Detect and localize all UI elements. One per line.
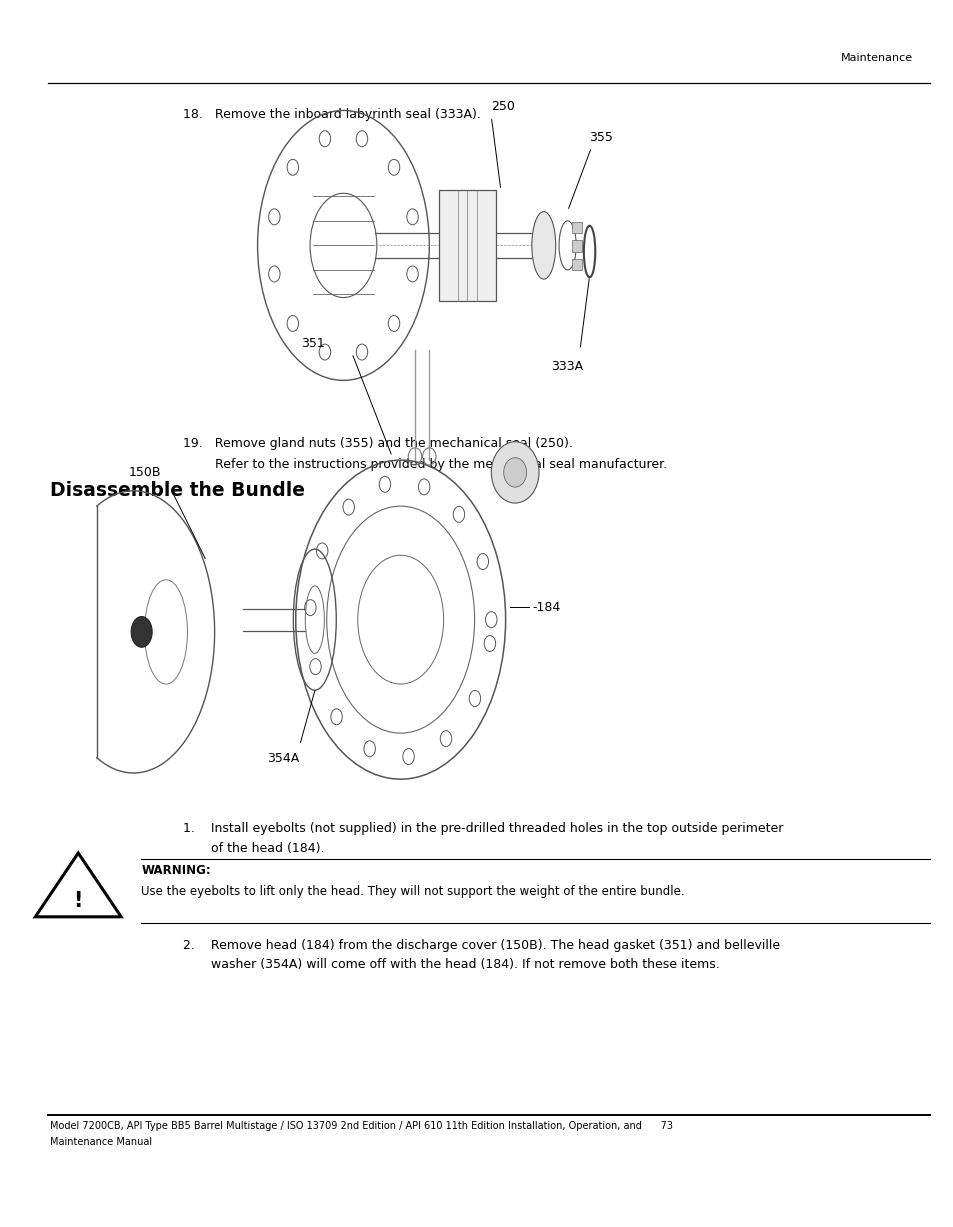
Ellipse shape <box>131 616 152 648</box>
Text: of the head (184).: of the head (184). <box>183 842 324 855</box>
Text: 150B: 150B <box>129 465 161 479</box>
Text: !: ! <box>73 891 83 910</box>
FancyBboxPatch shape <box>572 240 581 252</box>
Text: 333A: 333A <box>551 360 583 373</box>
Text: Model 7200CB, API Type BB5 Barrel Multistage / ISO 13709 2nd Edition / API 610 1: Model 7200CB, API Type BB5 Barrel Multis… <box>50 1121 672 1131</box>
FancyBboxPatch shape <box>572 222 581 233</box>
Polygon shape <box>35 853 121 917</box>
FancyBboxPatch shape <box>572 259 581 270</box>
Text: WARNING:: WARNING: <box>141 864 211 877</box>
Text: 355: 355 <box>589 130 613 144</box>
Text: 2.    Remove head (184) from the discharge cover (150B). The head gasket (351) a: 2. Remove head (184) from the discharge … <box>183 939 780 952</box>
FancyBboxPatch shape <box>438 190 496 301</box>
Text: Maintenance: Maintenance <box>840 53 912 63</box>
Text: 19.   Remove gland nuts (355) and the mechanical seal (250).: 19. Remove gland nuts (355) and the mech… <box>183 437 573 450</box>
Text: 18.   Remove the inboard labyrinth seal (333A).: 18. Remove the inboard labyrinth seal (3… <box>183 108 480 121</box>
Text: washer (354A) will come off with the head (184). If not remove both these items.: washer (354A) will come off with the hea… <box>183 958 720 972</box>
Text: -184: -184 <box>532 601 560 614</box>
Text: Maintenance Manual: Maintenance Manual <box>50 1137 152 1147</box>
Text: Refer to the instructions provided by the mechanical seal manufacturer.: Refer to the instructions provided by th… <box>183 458 666 471</box>
Text: 250: 250 <box>491 99 515 113</box>
Text: Use the eyebolts to lift only the head. They will not support the weight of the : Use the eyebolts to lift only the head. … <box>141 885 684 898</box>
Text: Disassemble the Bundle: Disassemble the Bundle <box>50 481 304 499</box>
Circle shape <box>503 458 526 487</box>
Text: 354A: 354A <box>267 752 299 766</box>
Ellipse shape <box>531 212 555 279</box>
Text: 351: 351 <box>300 336 324 350</box>
Circle shape <box>491 442 538 503</box>
Text: 1.    Install eyebolts (not supplied) in the pre-drilled threaded holes in the t: 1. Install eyebolts (not supplied) in th… <box>183 822 782 836</box>
